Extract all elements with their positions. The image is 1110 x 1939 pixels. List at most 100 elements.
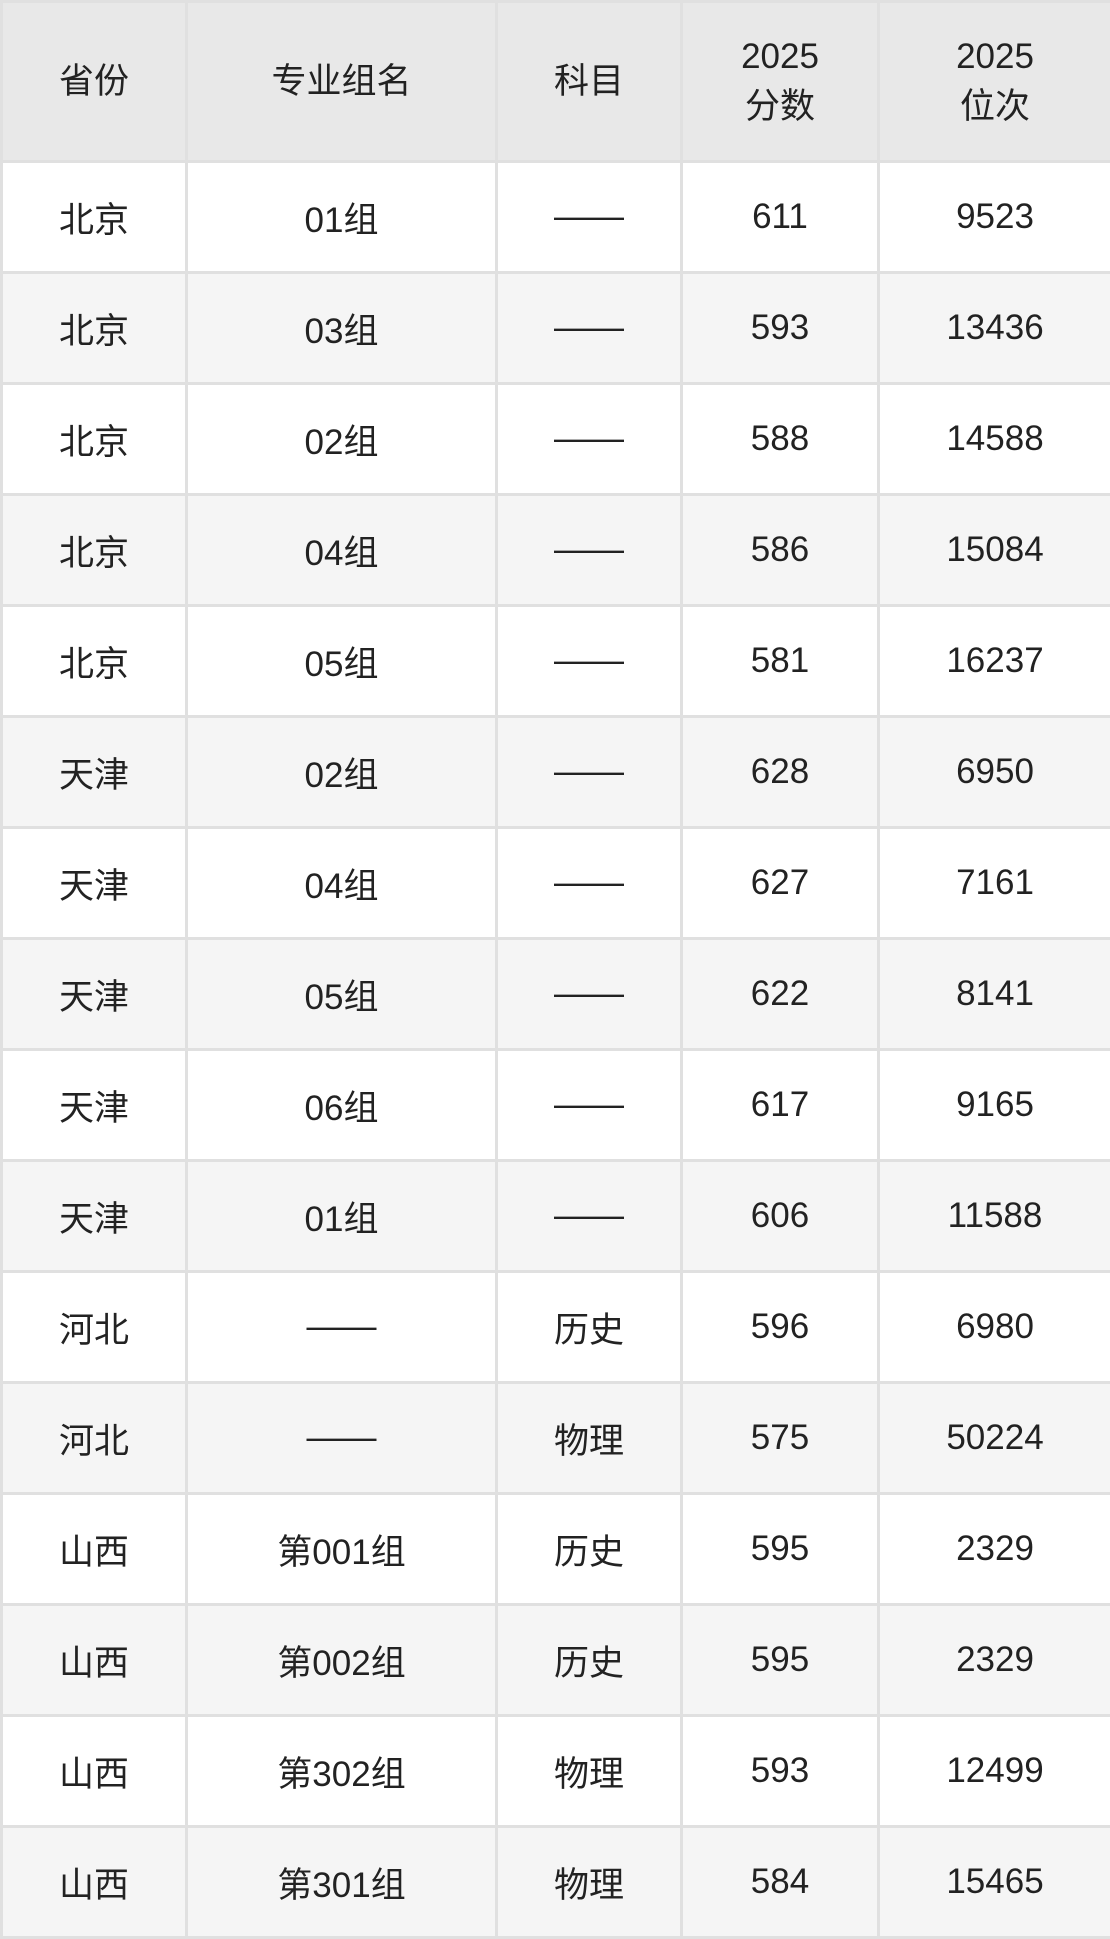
cell-score: 611 — [682, 162, 879, 273]
cell-rank: 2329 — [879, 1605, 1110, 1716]
cell-province: 天津 — [2, 828, 187, 939]
cell-score: 588 — [682, 384, 879, 495]
header-group: 专业组名 — [187, 2, 497, 162]
cell-subject: —— — [497, 939, 682, 1050]
header-province: 省份 — [2, 2, 187, 162]
cell-score: 606 — [682, 1161, 879, 1272]
cell-subject: 历史 — [497, 1272, 682, 1383]
cell-rank: 50224 — [879, 1383, 1110, 1494]
cell-group: —— — [187, 1383, 497, 1494]
cell-group: 第302组 — [187, 1716, 497, 1827]
cell-group: 02组 — [187, 384, 497, 495]
cell-subject: 历史 — [497, 1494, 682, 1605]
cell-province: 天津 — [2, 717, 187, 828]
cell-subject: —— — [497, 162, 682, 273]
cell-subject: 历史 — [497, 1605, 682, 1716]
cell-subject: 物理 — [497, 1827, 682, 1938]
cell-group: —— — [187, 1272, 497, 1383]
cell-score: 622 — [682, 939, 879, 1050]
cell-province: 山西 — [2, 1716, 187, 1827]
header-rank-line1: 2025 — [880, 32, 1110, 82]
header-row: 省份 专业组名 科目 2025 分数 2025 位次 — [2, 2, 1110, 162]
header-rank-line2: 位次 — [880, 82, 1110, 132]
cell-rank: 11588 — [879, 1161, 1110, 1272]
cell-province: 山西 — [2, 1494, 187, 1605]
cell-subject: —— — [497, 1161, 682, 1272]
cell-subject: —— — [497, 384, 682, 495]
cell-province: 北京 — [2, 162, 187, 273]
cell-score: 581 — [682, 606, 879, 717]
cell-subject: —— — [497, 606, 682, 717]
cell-score: 595 — [682, 1494, 879, 1605]
cell-province: 山西 — [2, 1827, 187, 1938]
cell-province: 河北 — [2, 1272, 187, 1383]
cell-province: 天津 — [2, 1161, 187, 1272]
cell-rank: 15465 — [879, 1827, 1110, 1938]
cell-group: 04组 — [187, 828, 497, 939]
cell-rank: 12499 — [879, 1716, 1110, 1827]
cell-rank: 8141 — [879, 939, 1110, 1050]
cell-province: 山西 — [2, 1605, 187, 1716]
cell-group: 03组 — [187, 273, 497, 384]
cell-group: 01组 — [187, 1161, 497, 1272]
cell-rank: 16237 — [879, 606, 1110, 717]
cell-province: 北京 — [2, 384, 187, 495]
cell-subject: 物理 — [497, 1383, 682, 1494]
cell-rank: 6980 — [879, 1272, 1110, 1383]
cell-group: 01组 — [187, 162, 497, 273]
header-subject-label: 科目 — [498, 57, 680, 107]
cell-province: 北京 — [2, 273, 187, 384]
cell-rank: 7161 — [879, 828, 1110, 939]
header-subject: 科目 — [497, 2, 682, 162]
cell-province: 北京 — [2, 495, 187, 606]
cell-rank: 14588 — [879, 384, 1110, 495]
cell-group: 第001组 — [187, 1494, 497, 1605]
cell-province: 北京 — [2, 606, 187, 717]
cell-score: 595 — [682, 1605, 879, 1716]
header-province-label: 省份 — [3, 57, 185, 107]
cell-group: 第301组 — [187, 1827, 497, 1938]
cell-score: 593 — [682, 1716, 879, 1827]
header-score-2025: 2025 分数 — [682, 2, 879, 162]
cell-subject: —— — [497, 828, 682, 939]
cell-score: 596 — [682, 1272, 879, 1383]
table-header: 省份 专业组名 科目 2025 分数 2025 位次 — [2, 2, 1110, 162]
cell-subject: —— — [497, 1050, 682, 1161]
cell-score: 575 — [682, 1383, 879, 1494]
cell-group: 06组 — [187, 1050, 497, 1161]
header-score-line1: 2025 — [683, 32, 877, 82]
cell-score: 628 — [682, 717, 879, 828]
cell-rank: 15084 — [879, 495, 1110, 606]
cell-group: 05组 — [187, 939, 497, 1050]
cell-group: 05组 — [187, 606, 497, 717]
header-score-line2: 分数 — [683, 82, 877, 132]
cell-province: 河北 — [2, 1383, 187, 1494]
cell-group: 04组 — [187, 495, 497, 606]
cell-score: 617 — [682, 1050, 879, 1161]
cell-rank: 6950 — [879, 717, 1110, 828]
cell-score: 593 — [682, 273, 879, 384]
cell-score: 627 — [682, 828, 879, 939]
cell-subject: —— — [497, 273, 682, 384]
cell-rank: 13436 — [879, 273, 1110, 384]
cell-subject: —— — [497, 495, 682, 606]
cell-rank: 9523 — [879, 162, 1110, 273]
cell-province: 天津 — [2, 1050, 187, 1161]
cell-score: 584 — [682, 1827, 879, 1938]
cell-group: 02组 — [187, 717, 497, 828]
